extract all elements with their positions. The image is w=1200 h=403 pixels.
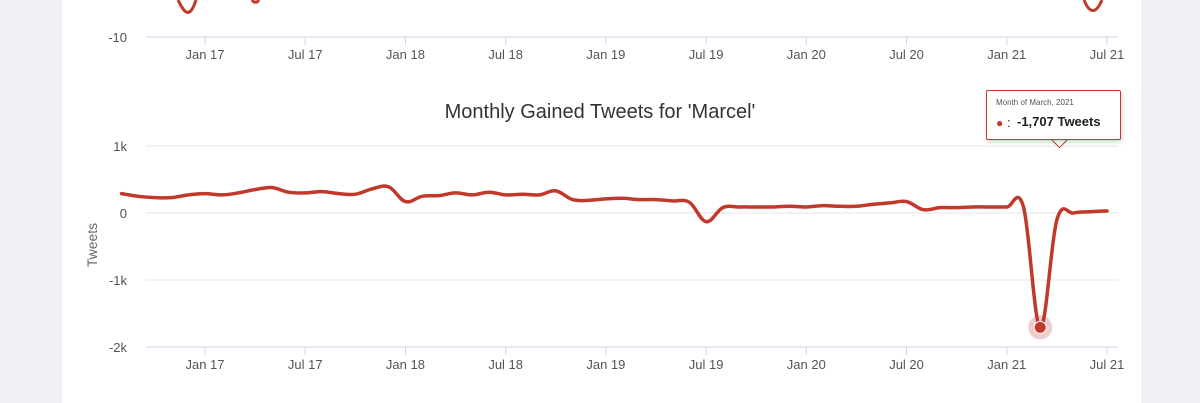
x-tick-label: Jul 21	[1090, 357, 1125, 372]
data-point	[905, 200, 909, 204]
top-x-tick-label: Jan 17	[185, 47, 224, 62]
data-point	[320, 190, 324, 194]
top-series-fragment-right	[1082, 0, 1104, 12]
data-point	[203, 192, 207, 196]
x-tick-label: Jan 20	[787, 357, 826, 372]
top-x-tick-label: Jul 17	[288, 47, 323, 62]
data-point	[921, 208, 925, 212]
top-y-tick-label: -10	[108, 30, 127, 45]
y-tick-label: -2k	[109, 340, 128, 355]
top-x-tick-label: Jan 20	[787, 47, 826, 62]
data-point	[236, 191, 240, 195]
top-x-tick-label: Jul 21	[1090, 47, 1125, 62]
top-x-tick-label: Jul 18	[488, 47, 523, 62]
x-tick-label: Jan 18	[386, 357, 425, 372]
data-point	[621, 196, 625, 200]
data-point	[554, 189, 558, 193]
data-point	[303, 191, 307, 195]
top-x-tick-label: Jan 19	[586, 47, 625, 62]
data-point	[504, 193, 508, 197]
data-point	[1072, 211, 1076, 215]
data-point	[888, 201, 892, 205]
data-point	[687, 200, 691, 204]
data-point	[955, 206, 959, 210]
data-point	[654, 198, 658, 202]
data-point	[838, 204, 842, 208]
data-point	[587, 198, 591, 202]
top-x-tick-label: Jan 21	[987, 47, 1026, 62]
y-axis-title: Tweets	[84, 223, 100, 267]
top-series-fragment-left	[176, 0, 198, 14]
data-point	[671, 199, 675, 203]
data-point	[871, 202, 875, 206]
data-point	[854, 204, 858, 208]
data-point	[186, 193, 190, 197]
data-point	[1105, 209, 1109, 213]
top-x-tick-label: Jul 19	[689, 47, 724, 62]
chart-title: Monthly Gained Tweets for 'Marcel'	[445, 101, 756, 123]
data-point	[353, 192, 357, 196]
chart-card	[62, 0, 1141, 403]
top-chart: -10 Jan 17 Jul 17 Jan 18 Jul 18 Jan 19 Jul 19…	[108, 0, 1124, 62]
data-point	[721, 206, 725, 210]
x-tick-label: Jul 20	[889, 357, 924, 372]
data-point	[220, 193, 224, 197]
data-point	[1022, 205, 1026, 209]
top-x-tick-label: Jan 18	[386, 47, 425, 62]
data-point	[754, 205, 758, 209]
data-point	[470, 193, 474, 197]
data-point	[571, 198, 575, 202]
data-point	[136, 194, 140, 198]
data-point	[370, 187, 374, 191]
data-point	[788, 204, 792, 208]
data-point	[1005, 205, 1009, 209]
y-tick-label: 1k	[113, 139, 127, 154]
tooltip: Month of March, 2021 ● : -1,707 Tweets	[986, 90, 1121, 140]
data-point	[938, 206, 942, 210]
data-point	[738, 205, 742, 209]
series-line	[119, 184, 1109, 330]
data-point	[454, 191, 458, 195]
data-point	[387, 185, 391, 189]
data-point	[637, 198, 641, 202]
data-point	[1055, 218, 1059, 222]
data-point	[153, 196, 157, 200]
data-point	[804, 205, 808, 209]
data-point	[520, 192, 524, 196]
data-point	[270, 186, 274, 190]
data-point	[537, 193, 541, 197]
data-point	[287, 190, 291, 194]
data-point	[253, 188, 257, 192]
x-tick-label: Jul 19	[689, 357, 724, 372]
data-point	[604, 197, 608, 201]
x-tick-label: Jan 19	[586, 357, 625, 372]
x-tick-label: Jul 18	[488, 357, 523, 372]
data-point	[337, 192, 341, 196]
data-point	[821, 204, 825, 208]
data-point	[420, 194, 424, 198]
data-point	[704, 220, 708, 224]
y-tick-label: -1k	[109, 273, 128, 288]
tooltip-colon: :	[1007, 115, 1011, 130]
data-point	[437, 194, 441, 198]
x-tick-label: Jul 17	[288, 357, 323, 372]
tooltip-value: -1,707 Tweets	[1017, 114, 1101, 129]
data-point	[170, 196, 174, 200]
top-x-tick-label: Jul 20	[889, 47, 924, 62]
x-tick-label: Jan 17	[185, 357, 224, 372]
x-tick-label: Jan 21	[987, 357, 1026, 372]
data-point	[487, 190, 491, 194]
data-point	[988, 205, 992, 209]
tooltip-series-dot: ●	[996, 116, 1004, 130]
data-point	[771, 205, 775, 209]
data-point	[971, 205, 975, 209]
y-tick-label: 0	[120, 206, 127, 221]
data-point	[403, 200, 407, 204]
data-point	[120, 192, 124, 196]
top-series-fragment-mid	[250, 0, 261, 4]
tooltip-header: Month of March, 2021	[996, 98, 1074, 107]
data-point	[1088, 210, 1092, 214]
highlight-point[interactable]	[1033, 320, 1047, 334]
